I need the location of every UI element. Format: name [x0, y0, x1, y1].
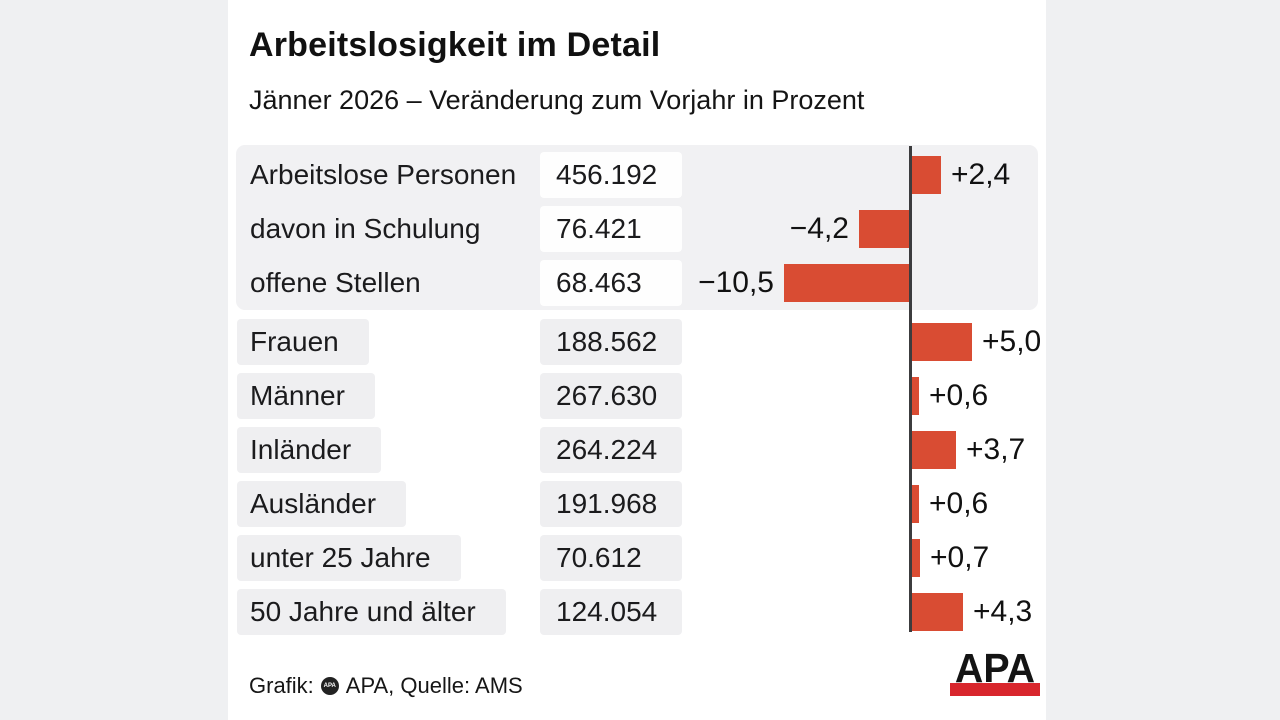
- chart-row: Inländer 264.224 +3,7: [228, 423, 1046, 477]
- row-value: 191.968: [556, 488, 658, 519]
- row-value: 124.054: [556, 596, 658, 627]
- chart-row: davon in Schulung 76.421 −4,2: [228, 202, 1046, 256]
- row-label: davon in Schulung: [250, 213, 481, 244]
- change-bar: [912, 377, 919, 415]
- apa-logo-red-bar: [950, 683, 1040, 696]
- row-label: Männer: [237, 373, 375, 419]
- row-label: 50 Jahre und älter: [237, 589, 506, 635]
- row-value-box: 267.630: [540, 373, 682, 419]
- row-value-box: 456.192: [540, 152, 682, 198]
- row-label: Arbeitslose Personen: [250, 159, 517, 190]
- chart-row: offene Stellen 68.463 −10,5: [228, 256, 1046, 310]
- apa-rondel-icon: APA: [320, 677, 339, 695]
- chart-subtitle: Jänner 2026 – Veränderung zum Vorjahr in…: [249, 85, 865, 115]
- row-pct-label: +0,7: [930, 541, 990, 574]
- change-bar: [912, 539, 920, 577]
- change-bar: [912, 593, 963, 631]
- row-value-box: 191.968: [540, 481, 682, 527]
- change-bar: [912, 431, 956, 469]
- change-bar: [912, 156, 941, 194]
- row-label: Frauen: [237, 319, 369, 365]
- credit-prefix: Grafik:: [249, 673, 314, 698]
- infographic-card: Arbeitslosigkeit im Detail Jänner 2026 –…: [228, 0, 1046, 720]
- chart-row: 50 Jahre und älter 124.054 +4,3: [228, 585, 1046, 639]
- chart-row: Arbeitslose Personen 456.192 +2,4: [228, 148, 1046, 202]
- row-value-box: 124.054: [540, 589, 682, 635]
- chart-row: Frauen 188.562 +5,0: [228, 315, 1046, 369]
- row-pct-label: +3,7: [966, 433, 1026, 466]
- row-pct-label: +0,6: [929, 487, 989, 520]
- row-label: offene Stellen: [250, 267, 421, 298]
- row-value-box: 70.612: [540, 535, 682, 581]
- change-bar: [912, 323, 972, 361]
- credit-suffix: APA, Quelle: AMS: [345, 673, 523, 698]
- row-value-box: 188.562: [540, 319, 682, 365]
- row-value: 456.192: [556, 159, 658, 190]
- row-value-box: 264.224: [540, 427, 682, 473]
- chart-title: Arbeitslosigkeit im Detail: [249, 26, 661, 64]
- chart-row: Männer 267.630 +0,6: [228, 369, 1046, 423]
- change-bar: [784, 264, 909, 302]
- row-pct-label: +4,3: [973, 595, 1033, 628]
- row-value-box: 76.421: [540, 206, 682, 252]
- row-value: 76.421: [556, 213, 642, 244]
- row-label: Ausländer: [237, 481, 407, 527]
- row-pct-label: +5,0: [982, 325, 1042, 358]
- row-pct-label: −4,2: [789, 212, 849, 245]
- row-label: unter 25 Jahre: [237, 535, 461, 581]
- chart-row: Ausländer 191.968 +0,6: [228, 477, 1046, 531]
- row-value: 264.224: [556, 434, 658, 465]
- bar-chart: Arbeitslose Personen 456.192 +2,4 davon in …: [228, 145, 1046, 640]
- apa-logo: APA: [950, 648, 1040, 696]
- apa-logo-letters: APA: [954, 645, 1036, 691]
- row-value: 68.463: [556, 267, 642, 298]
- credit-line: Grafik: APA APA, Quelle: AMS: [249, 671, 523, 701]
- change-bar: [859, 210, 909, 248]
- chart-row: unter 25 Jahre 70.612 +0,7: [228, 531, 1046, 585]
- row-value-box: 68.463: [540, 260, 682, 306]
- row-pct-label: +0,6: [929, 379, 989, 412]
- row-value: 70.612: [556, 542, 642, 573]
- row-pct-label: +2,4: [951, 158, 1011, 191]
- row-value: 267.630: [556, 380, 658, 411]
- row-label: Inländer: [237, 427, 382, 473]
- row-pct-label: −10,5: [698, 266, 774, 299]
- zero-axis-line: [909, 146, 912, 632]
- change-bar: [912, 485, 919, 523]
- row-value: 188.562: [556, 326, 658, 357]
